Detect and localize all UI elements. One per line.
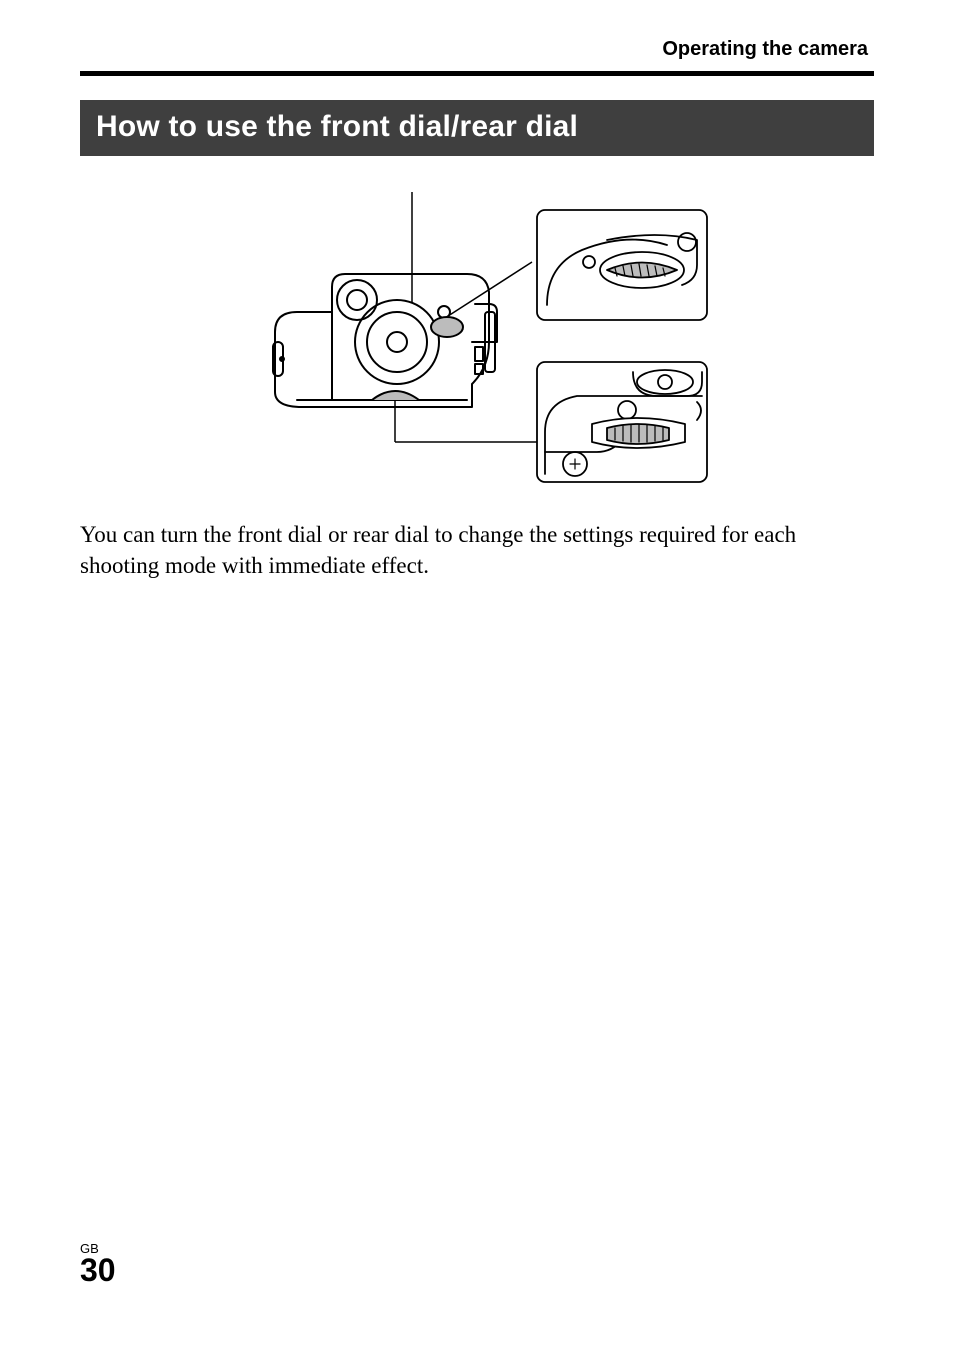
section-label: Operating the camera — [662, 38, 868, 60]
camera-dial-illustration — [237, 192, 717, 492]
page: Operating the camera How to use the fron… — [0, 0, 954, 1345]
header-rule — [80, 71, 874, 76]
title-text: How to use the front dial/rear dial — [96, 110, 578, 143]
page-footer: GB 30 — [80, 1241, 116, 1289]
dial-figure — [80, 192, 874, 497]
title-bar: How to use the front dial/rear dial — [80, 100, 874, 156]
body-paragraph: You can turn the front dial or rear dial… — [80, 519, 874, 581]
footer-page-number: 30 — [80, 1252, 116, 1288]
header-section: Operating the camera — [80, 38, 874, 61]
